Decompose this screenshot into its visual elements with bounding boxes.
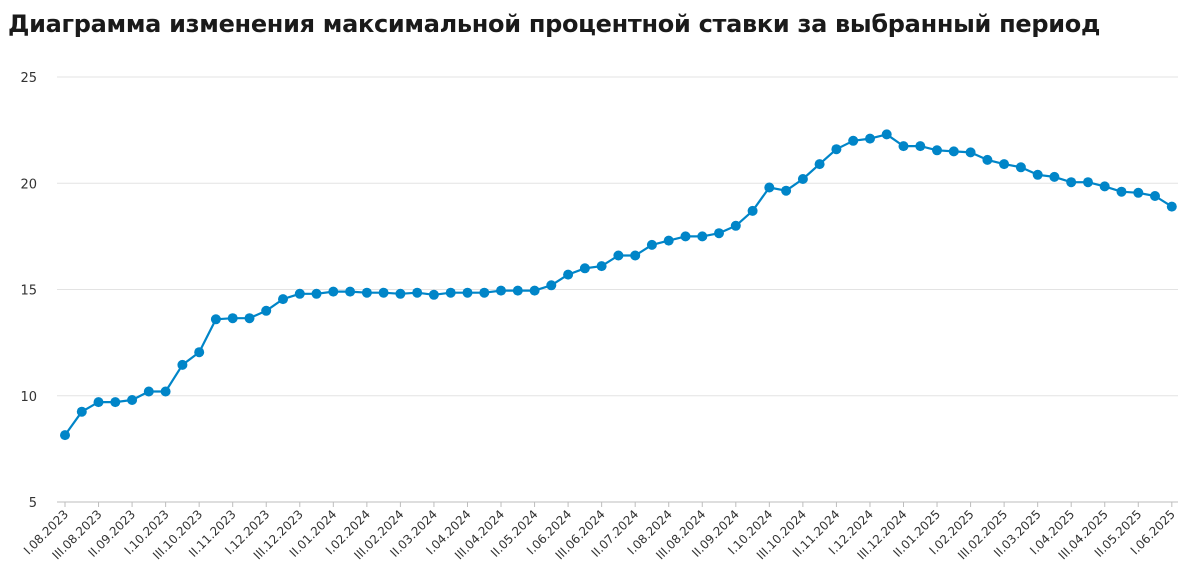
data-point[interactable] — [512, 285, 523, 296]
gridlines — [57, 76, 1178, 503]
y-tick-label: 20 — [20, 177, 37, 192]
data-point[interactable] — [328, 286, 339, 297]
data-point[interactable] — [714, 228, 724, 239]
data-point[interactable] — [563, 269, 574, 280]
data-point[interactable] — [646, 239, 657, 250]
data-point[interactable] — [227, 313, 238, 324]
data-point[interactable] — [294, 288, 305, 299]
data-point[interactable] — [663, 235, 674, 246]
data-point[interactable] — [412, 287, 423, 298]
y-axis-ticks: 5 10 15 20 25 — [20, 71, 37, 511]
data-point[interactable] — [848, 135, 859, 146]
data-point[interactable] — [814, 159, 825, 170]
data-point[interactable] — [948, 146, 959, 157]
data-point[interactable] — [596, 261, 607, 272]
data-point[interactable] — [445, 287, 456, 298]
data-point[interactable] — [378, 287, 389, 298]
data-point[interactable] — [579, 263, 590, 274]
data-point[interactable] — [529, 285, 540, 296]
data-point[interactable] — [244, 313, 255, 324]
data-point[interactable] — [546, 280, 557, 291]
series-layer — [60, 129, 1177, 441]
data-point[interactable] — [278, 294, 288, 305]
data-point[interactable] — [1066, 177, 1077, 188]
data-point[interactable] — [311, 288, 322, 299]
data-point[interactable] — [479, 287, 490, 298]
data-point[interactable] — [730, 220, 741, 231]
data-point[interactable] — [261, 305, 272, 316]
y-tick-label: 5 — [29, 496, 37, 511]
data-point[interactable] — [345, 286, 356, 297]
data-point[interactable] — [680, 231, 691, 242]
data-point[interactable] — [361, 287, 372, 298]
data-point[interactable] — [764, 182, 775, 193]
data-point[interactable] — [1049, 171, 1060, 182]
data-point[interactable] — [462, 287, 473, 298]
x-axis-ticks: I.08.2023III.08.2023II.09.2023I.10.2023I… — [21, 502, 1178, 562]
data-point[interactable] — [60, 430, 70, 441]
data-point[interactable] — [898, 141, 909, 152]
data-point[interactable] — [194, 347, 205, 358]
data-point[interactable] — [127, 395, 138, 405]
data-point[interactable] — [932, 145, 942, 156]
data-point[interactable] — [865, 133, 875, 144]
data-point[interactable] — [1083, 177, 1093, 188]
data-point[interactable] — [1150, 191, 1160, 201]
data-point[interactable] — [76, 406, 87, 417]
data-point[interactable] — [177, 359, 188, 370]
data-point[interactable] — [210, 314, 221, 325]
data-point[interactable] — [1133, 187, 1144, 198]
data-point[interactable] — [982, 154, 993, 165]
data-point[interactable] — [613, 250, 624, 261]
data-point[interactable] — [143, 386, 154, 397]
data-point[interactable] — [1099, 181, 1110, 192]
series-line — [64, 133, 1173, 436]
data-point[interactable] — [797, 174, 808, 184]
data-point[interactable] — [160, 386, 171, 397]
y-tick-label: 15 — [20, 284, 37, 299]
data-point[interactable] — [965, 147, 976, 158]
data-point[interactable] — [630, 250, 641, 261]
y-tick-label: 10 — [20, 390, 37, 405]
data-point[interactable] — [496, 285, 506, 296]
data-point[interactable] — [1166, 201, 1177, 212]
data-point[interactable] — [915, 141, 926, 152]
y-tick-label: 25 — [20, 71, 37, 86]
data-point[interactable] — [395, 288, 406, 299]
data-point[interactable] — [781, 185, 792, 196]
data-point[interactable] — [747, 205, 758, 216]
data-point[interactable] — [93, 397, 104, 408]
data-point[interactable] — [110, 397, 121, 408]
data-point[interactable] — [999, 159, 1010, 170]
data-point[interactable] — [697, 231, 708, 242]
data-point[interactable] — [1015, 162, 1026, 173]
data-point[interactable] — [831, 144, 842, 155]
data-point[interactable] — [428, 289, 439, 300]
data-point[interactable] — [1116, 186, 1127, 197]
data-point[interactable] — [881, 129, 892, 140]
data-point[interactable] — [1032, 169, 1043, 180]
chart-title: Диаграмма изменения максимальной процент… — [8, 10, 1101, 38]
